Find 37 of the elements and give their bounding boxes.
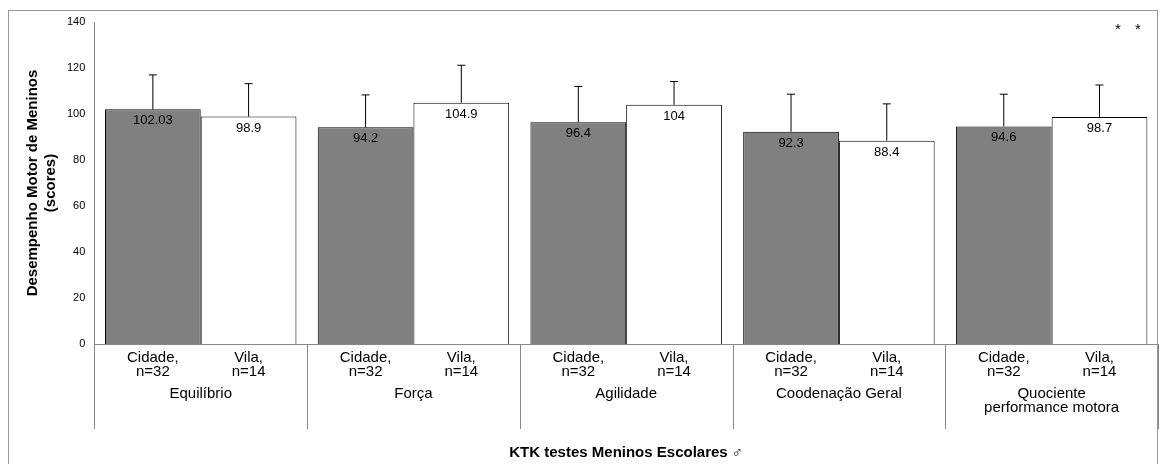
text: Cidade, n=32 <box>765 347 817 379</box>
data-label: 104.9 <box>445 105 478 121</box>
y-tick-label: 120 <box>66 61 86 74</box>
data-label: 98.7 <box>1086 120 1113 136</box>
data-label: 96.4 <box>565 125 591 141</box>
y-tick-label: 100 <box>66 107 86 120</box>
annotation: * <box>1135 20 1142 38</box>
text: Cidade, n=32 <box>977 347 1030 379</box>
data-label: 88.4 <box>874 143 900 159</box>
y-tick-label: 80 <box>73 153 86 166</box>
data-label: 94.2 <box>352 130 379 146</box>
annotation: * <box>1115 20 1122 38</box>
y-tick-label: 20 <box>73 291 86 304</box>
series-label: Vila, n=14 <box>231 347 266 379</box>
data-label: 94.6 <box>991 129 1017 145</box>
x-tick-label: Agilidade <box>595 383 658 401</box>
x-tick-label: Equilíbrio <box>169 383 232 401</box>
x-tick-label: Coodenação Geral <box>775 383 902 401</box>
x-axis-title: KTK testes Meninos Escolares ♂ <box>509 443 744 461</box>
text: Vila, n=14 <box>444 347 479 379</box>
y-tick-label: 40 <box>73 245 86 258</box>
text: Vila, n=14 <box>657 347 691 379</box>
text: Vila, n=14 <box>869 347 904 379</box>
text: Cidade, n=32 <box>552 347 605 379</box>
text: Vila, n=14 <box>1082 347 1117 379</box>
x-tick-label: Quociente performance motora <box>984 383 1120 415</box>
data-label: 92.3 <box>778 134 804 150</box>
x-tick-label: Força <box>394 383 434 401</box>
y-tick-label: 140 <box>66 15 86 28</box>
series-label: Cidade, n=32 <box>127 347 179 379</box>
data-label: 102.03 <box>132 112 173 128</box>
y-axis-title: Desempenho Motor de Meninos (scores) <box>23 69 59 297</box>
data-label: 104 <box>663 107 685 123</box>
y-tick-label: 60 <box>73 199 86 212</box>
y-tick-label: 0 <box>79 337 86 350</box>
text: Cidade, n=32 <box>339 347 392 379</box>
data-label: 98.9 <box>235 119 262 135</box>
